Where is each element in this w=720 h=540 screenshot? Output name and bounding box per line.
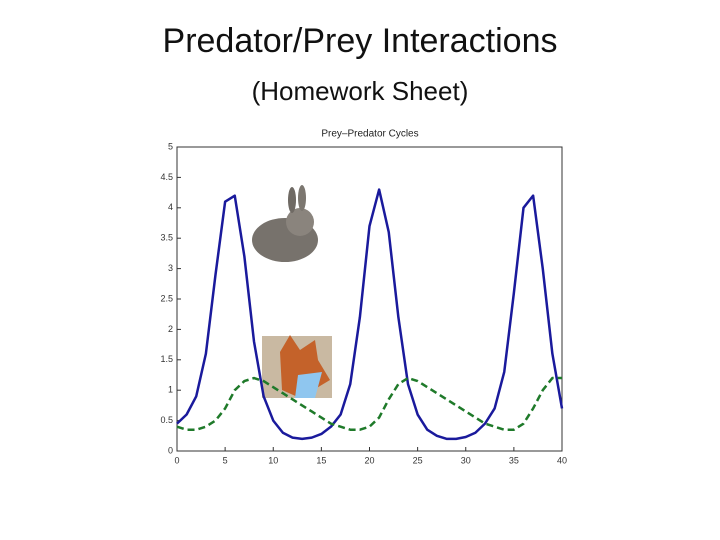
x-tick-label: 10: [268, 455, 278, 465]
x-tick-label: 25: [413, 455, 423, 465]
slide-subtitle: (Homework Sheet): [251, 76, 469, 106]
rabbit-picture: [252, 185, 318, 262]
y-tick-label: 0: [168, 445, 173, 455]
series-line: [176, 376, 562, 431]
series-line: [176, 188, 564, 441]
y-tick-label: 4: [168, 202, 173, 212]
y-tick-label: 1: [168, 385, 173, 395]
x-tick-label: 35: [509, 455, 519, 465]
y-tick-label: 4.5: [160, 172, 173, 182]
y-tick-label: 0.5: [160, 415, 173, 425]
fox-picture: [262, 335, 332, 398]
y-tick-label: 2: [168, 324, 173, 334]
x-tick-label: 30: [461, 455, 471, 465]
x-tick-label: 20: [364, 455, 374, 465]
slide-title: Predator/Prey Interactions: [162, 22, 558, 60]
x-tick-label: 40: [557, 455, 567, 465]
chart-title: Prey–Predator Cycles: [321, 129, 418, 140]
y-tick-label: 2.5: [160, 293, 173, 303]
x-tick-label: 15: [316, 455, 326, 465]
y-tick-label: 3: [168, 263, 173, 273]
y-tick-label: 1.5: [160, 354, 173, 364]
y-tick-label: 3.5: [160, 233, 173, 243]
x-tick-label: 0: [174, 455, 179, 465]
x-tick-label: 5: [223, 455, 228, 465]
y-tick-label: 5: [168, 141, 173, 151]
